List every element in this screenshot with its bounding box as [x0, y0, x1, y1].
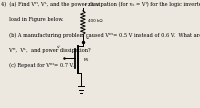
Text: M₁: M₁ [84, 58, 89, 62]
Text: 4)  (a) Find Vᴴ, Vᴸ, and the power dissipation (for vₒ = Vᴵ) for the logic inver: 4) (a) Find Vᴴ, Vᴸ, and the power dissip… [1, 2, 200, 7]
Text: (c) Repeat for Vᴵᴻ= 0.7 V.: (c) Repeat for Vᴵᴻ= 0.7 V. [1, 63, 73, 68]
Text: load in Figure below.: load in Figure below. [1, 17, 63, 22]
Text: vᴵ: vᴵ [57, 45, 61, 49]
Text: 400 kΩ: 400 kΩ [88, 18, 102, 23]
Text: (b) A manufacturing problem caused Vᴵᴺ= 0.5 V instead of 0.6 V.  What are the ne: (b) A manufacturing problem caused Vᴵᴺ= … [1, 32, 200, 38]
Text: +2.5 V: +2.5 V [84, 3, 99, 7]
Text: vₒ: vₒ [86, 36, 90, 40]
Text: Vᴴ,  Vᴸ,  and power dissipation?: Vᴴ, Vᴸ, and power dissipation? [1, 48, 90, 52]
